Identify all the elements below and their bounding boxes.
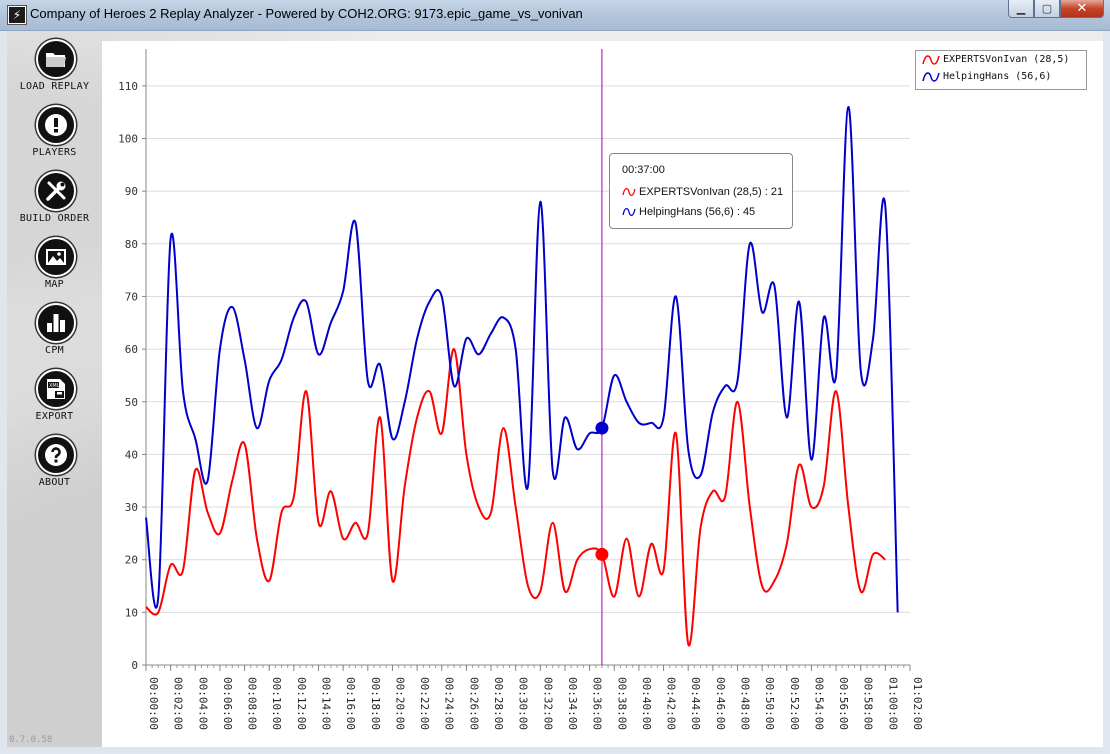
y-tick-label: 30 bbox=[125, 501, 138, 514]
tooltip-row: HelpingHans (56,6) : 45 bbox=[622, 206, 755, 218]
nav-map[interactable]: MAP bbox=[7, 229, 102, 291]
nav-label: MAP bbox=[45, 279, 64, 290]
x-tick-label: 00:20:00 bbox=[393, 677, 406, 730]
sidebar: LOAD REPLAY PLAYERS BUILD ORDER MAP CPM bbox=[7, 31, 102, 747]
minimize-button[interactable]: ▁ bbox=[1008, 0, 1034, 18]
nav-label: EXPORT bbox=[35, 411, 74, 422]
app-icon: ⚡ bbox=[8, 6, 26, 24]
tooltip-time: 00:37:00 bbox=[622, 164, 665, 176]
nav-about[interactable]: ABOUT bbox=[7, 427, 102, 489]
nav-label: CPM bbox=[45, 345, 64, 356]
chart-tooltip: 00:37:00 EXPERTSVonIvan (28,5) : 21 Help… bbox=[609, 153, 793, 229]
x-tick-label: 00:12:00 bbox=[295, 677, 308, 730]
picture-icon bbox=[36, 237, 76, 277]
legend-item: EXPERTSVonIvan (28,5) bbox=[916, 51, 1086, 68]
wrench-screwdriver-icon bbox=[36, 171, 76, 211]
x-tick-label: 00:10:00 bbox=[270, 677, 283, 730]
x-tick-label: 00:38:00 bbox=[615, 677, 628, 730]
nav-label: PLAYERS bbox=[32, 147, 77, 158]
x-tick-label: 00:00:00 bbox=[147, 677, 160, 730]
window-controls: ▁ ▢ ✕ bbox=[1008, 0, 1104, 19]
y-tick-label: 80 bbox=[125, 238, 138, 251]
x-tick-label: 00:08:00 bbox=[246, 677, 259, 730]
x-tick-label: 00:32:00 bbox=[541, 677, 554, 730]
nav-export[interactable]: XML EXPORT bbox=[7, 361, 102, 423]
x-tick-label: 00:56:00 bbox=[837, 677, 850, 730]
x-tick-label: 01:02:00 bbox=[911, 677, 924, 730]
x-tick-label: 00:16:00 bbox=[344, 677, 357, 730]
cpm-line-chart[interactable]: 0 10 20 30 40 50 60 70 80 90 100 110 00:00:00 00:02:0… bbox=[102, 41, 1103, 747]
maximize-button[interactable]: ▢ bbox=[1034, 0, 1060, 18]
nav-label: ABOUT bbox=[38, 477, 71, 488]
chart-legend: EXPERTSVonIvan (28,5) HelpingHans (56,6) bbox=[915, 50, 1087, 90]
legend-label: EXPERTSVonIvan (28,5) bbox=[943, 54, 1070, 65]
exclamation-icon bbox=[36, 105, 76, 145]
x-tick-label: 00:34:00 bbox=[566, 677, 579, 730]
x-tick-label: 00:40:00 bbox=[640, 677, 653, 730]
x-tick-label: 00:14:00 bbox=[320, 677, 333, 730]
question-icon bbox=[36, 435, 76, 475]
y-tick-label: 100 bbox=[118, 133, 138, 146]
y-tick-label: 40 bbox=[125, 448, 138, 461]
y-tick-label: 70 bbox=[125, 290, 138, 303]
tooltip-row-text: HelpingHans (56,6) : 45 bbox=[639, 206, 756, 218]
x-tick-label: 00:46:00 bbox=[714, 677, 727, 730]
x-tick-label: 00:06:00 bbox=[221, 677, 234, 730]
y-tick-label: 0 bbox=[131, 659, 138, 672]
x-tick-label: 00:04:00 bbox=[196, 677, 209, 730]
x-tick-label: 00:36:00 bbox=[591, 677, 604, 730]
x-tick-label: 00:30:00 bbox=[517, 677, 530, 730]
x-tick-label: 00:50:00 bbox=[763, 677, 776, 730]
x-tick-label: 00:28:00 bbox=[492, 677, 505, 730]
legend-item: HelpingHans (56,6) bbox=[916, 68, 1086, 85]
x-tick-label: 00:24:00 bbox=[443, 677, 456, 730]
y-tick-label: 10 bbox=[125, 606, 138, 619]
y-tick-label: 110 bbox=[118, 80, 138, 93]
nav-label: LOAD REPLAY bbox=[19, 81, 90, 92]
svg-text:XML: XML bbox=[49, 383, 60, 389]
x-tick-label: 00:44:00 bbox=[689, 677, 702, 730]
x-tick-label: 00:48:00 bbox=[738, 677, 751, 730]
series-line-1 bbox=[145, 105, 899, 613]
bar-chart-icon bbox=[36, 303, 76, 343]
chart-panel: 0 10 20 30 40 50 60 70 80 90 100 110 00:00:00 00:02:0… bbox=[102, 41, 1103, 747]
x-tick-label: 00:02:00 bbox=[172, 677, 185, 730]
x-tick-label: 01:00:00 bbox=[886, 677, 899, 730]
version-label: 0.7.0.58 bbox=[9, 735, 53, 745]
x-tick-label: 00:18:00 bbox=[369, 677, 382, 730]
x-tick-label: 00:42:00 bbox=[665, 677, 678, 730]
tooltip-row: EXPERTSVonIvan (28,5) : 21 bbox=[622, 186, 783, 198]
client-area: LOAD REPLAY PLAYERS BUILD ORDER MAP CPM bbox=[7, 31, 1103, 747]
hover-point-1 bbox=[595, 421, 609, 435]
nav-label: BUILD ORDER bbox=[19, 213, 90, 224]
y-tick-label: 90 bbox=[125, 185, 138, 198]
tooltip-row-text: EXPERTSVonIvan (28,5) : 21 bbox=[639, 186, 784, 198]
hover-point-0 bbox=[595, 547, 609, 561]
nav-build-order[interactable]: BUILD ORDER bbox=[7, 163, 102, 225]
window-title: Company of Heroes 2 Replay Analyzer - Po… bbox=[30, 6, 583, 21]
x-tick-label: 00:54:00 bbox=[812, 677, 825, 730]
x-tick-label: 00:22:00 bbox=[418, 677, 431, 730]
folder-icon bbox=[36, 39, 76, 79]
y-tick-label: 50 bbox=[125, 396, 138, 409]
close-button[interactable]: ✕ bbox=[1060, 0, 1104, 18]
series-line-0 bbox=[145, 348, 886, 647]
xml-export-icon: XML bbox=[36, 369, 76, 409]
y-tick-label: 60 bbox=[125, 343, 138, 356]
title-bar: ⚡ Company of Heroes 2 Replay Analyzer - … bbox=[0, 0, 1110, 31]
x-tick-label: 00:26:00 bbox=[467, 677, 480, 730]
nav-load-replay[interactable]: LOAD REPLAY bbox=[7, 31, 102, 93]
nav-players[interactable]: PLAYERS bbox=[7, 97, 102, 159]
legend-label: HelpingHans (56,6) bbox=[943, 71, 1052, 82]
y-tick-label: 20 bbox=[125, 554, 138, 567]
x-tick-label: 00:52:00 bbox=[788, 677, 801, 730]
nav-cpm[interactable]: CPM bbox=[7, 295, 102, 357]
x-tick-label: 00:58:00 bbox=[862, 677, 875, 730]
